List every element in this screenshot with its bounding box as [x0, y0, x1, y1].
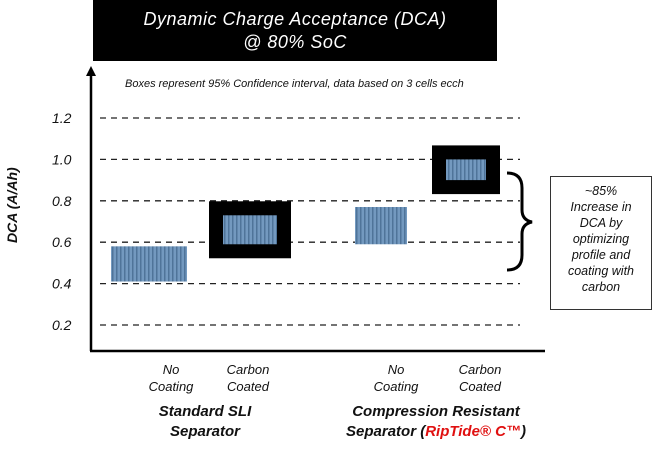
chart-title-line-1: Dynamic Charge Acceptance (DCA) — [143, 9, 447, 29]
confidence-box — [111, 246, 187, 282]
chart-note: Boxes represent 95% Confidence interval,… — [125, 78, 464, 90]
confidence-box — [355, 207, 407, 245]
callout-brace — [506, 171, 533, 272]
riptide-brand: RipTide® C™ — [425, 423, 521, 440]
group-label-standard: Standard SLI Separator — [158, 403, 252, 440]
y-tick-label: 1.0 — [52, 151, 72, 167]
group-label-compression: Compression Resistant Separator (RipTide… — [346, 403, 526, 440]
confidence-box — [446, 159, 486, 181]
category-label-2: Carbon Coated — [226, 362, 270, 394]
callout-box: ~85% Increase in DCA by optimizing profi… — [550, 176, 652, 310]
y-tick-label: 0.2 — [52, 317, 72, 333]
chart-title-line-2: @ 80% SoC — [243, 32, 347, 52]
y-tick-label: 0.8 — [52, 193, 72, 209]
confidence-box — [223, 215, 277, 245]
y-axis-arrow — [86, 66, 96, 76]
chart-title: Dynamic Charge Acceptance (DCA) @ 80% So… — [93, 0, 497, 61]
y-tick-label: 0.4 — [52, 276, 72, 292]
category-label-1: No Coating — [148, 362, 194, 394]
y-tick-label: 1.2 — [52, 110, 72, 126]
category-label-3: No Coating — [373, 362, 419, 394]
category-label-4: Carbon Coated — [458, 362, 502, 394]
y-tick-label: 0.6 — [52, 234, 72, 250]
